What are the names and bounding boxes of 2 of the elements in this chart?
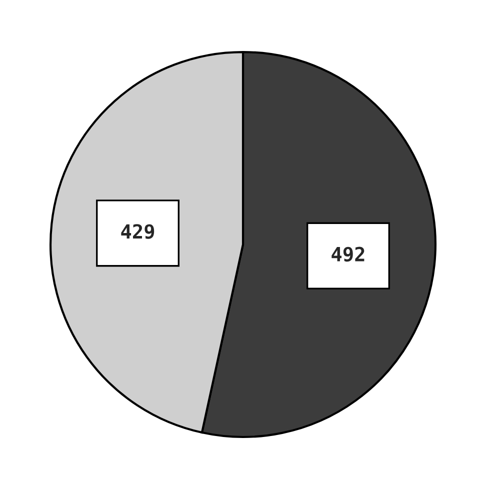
data-label: 492 <box>332 246 364 262</box>
data-label: 429 <box>121 224 154 239</box>
